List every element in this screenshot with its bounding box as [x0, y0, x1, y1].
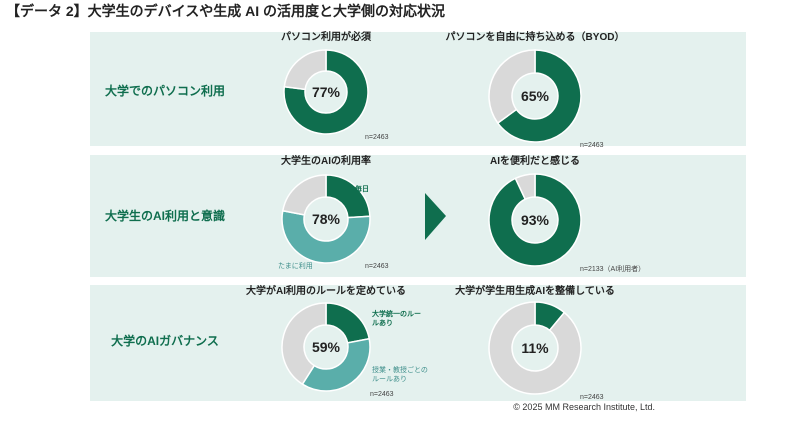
center-value: 11%: [521, 340, 549, 356]
chart-title: パソコンを自由に持ち込める（BYOD）: [446, 30, 625, 43]
panel: [90, 155, 746, 277]
donut-segment: [283, 49, 327, 91]
panel: [90, 32, 746, 146]
donut-segment: [496, 49, 582, 143]
center-value: 65%: [521, 88, 550, 104]
chart-title: 大学生のAIの利用率: [281, 154, 371, 167]
sample-note: n=2463: [365, 134, 389, 141]
donut-segment: [488, 49, 536, 125]
donut-segment: [281, 209, 371, 264]
row-label: 大学のAIガバナンス: [111, 333, 219, 348]
arrow: [425, 193, 446, 240]
center-value: 77%: [312, 84, 341, 100]
chart-title: パソコン利用が必須: [281, 30, 372, 43]
donut-segment: [281, 174, 327, 216]
segment-label: 毎日: [355, 186, 369, 193]
segment-label: 授業・教授ごとのルールあり: [372, 367, 428, 383]
donut-segment: [488, 173, 582, 267]
segment-label: 大学統一のルールあり: [372, 311, 421, 327]
row-label: 大学でのパソコン利用: [105, 83, 225, 98]
donut-segment: [488, 301, 582, 395]
donut-segment: [514, 173, 536, 201]
sample-note: n=2463: [580, 394, 604, 401]
center-value: 78%: [312, 211, 341, 227]
center-value: 59%: [312, 339, 341, 355]
sample-note: n=2463: [580, 142, 604, 149]
chart-title: 大学がAI利用のルールを定めている: [246, 284, 406, 297]
sample-note: n=2133（AI利用者）: [580, 264, 645, 273]
panel: [90, 285, 746, 401]
sample-note: n=2463: [365, 263, 389, 270]
chart-title: AIを便利だと感じる: [490, 154, 580, 167]
donut-segment: [301, 337, 371, 392]
sample-note: n=2463: [370, 391, 394, 398]
page-title: 【データ 2】大学生のデバイスや生成 AI の活用度と大学側の対応状況: [6, 3, 445, 19]
copyright: © 2025 MM Research Institute, Ltd.: [513, 402, 655, 412]
row-label: 大学生のAI利用と意識: [105, 208, 225, 223]
donut-segment: [281, 302, 327, 386]
donut-segment: [283, 49, 369, 135]
center-value: 93%: [521, 212, 550, 228]
segment-label: たまに利用: [278, 263, 313, 270]
chart-title: 大学が学生用生成AIを整備している: [455, 284, 615, 297]
